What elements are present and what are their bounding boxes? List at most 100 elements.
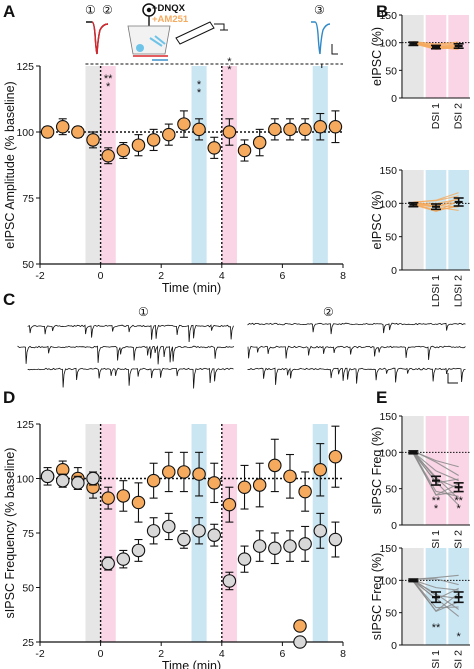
panel-label-b: B	[376, 2, 388, 21]
y-tick-label: 100	[16, 474, 34, 486]
x-tick-label: 6	[279, 648, 285, 660]
trace-scale-bar	[331, 44, 338, 55]
panel-label-c: C	[3, 290, 15, 309]
cell-trace	[413, 579, 459, 591]
data-point	[313, 463, 328, 477]
trace-scale-bar-c	[447, 373, 458, 384]
significance-star: *	[434, 503, 439, 515]
significance-star: *	[227, 64, 232, 76]
stim-marker-3-header: ③	[314, 3, 325, 17]
shaded-band-grey_band	[85, 424, 101, 642]
bar-band	[425, 15, 447, 98]
trace-marker-2: ②	[323, 305, 334, 319]
data-point	[283, 469, 297, 484]
y-tick-label: 150	[379, 411, 397, 423]
x-tick-label: 8	[340, 648, 346, 660]
sipsc-trace	[247, 322, 466, 335]
significance-star: *	[457, 631, 462, 643]
cell-trace	[413, 450, 459, 476]
slice-chamber-icon	[127, 25, 171, 55]
data-point	[268, 458, 282, 473]
y-tick-label: 50	[385, 65, 397, 77]
axon-icon	[149, 35, 166, 47]
data-point	[252, 539, 267, 553]
eipsc-trace-dsi	[91, 21, 109, 55]
data-point	[328, 119, 343, 134]
data-point	[222, 497, 237, 512]
data-point	[162, 465, 176, 479]
y-tick-label: 0	[391, 640, 397, 652]
data-point	[222, 574, 237, 588]
significance-star: **	[432, 622, 441, 634]
data-point	[192, 122, 206, 137]
y-tick-label: 0	[391, 265, 397, 277]
plot-a: 50 75 100 125 -2 0 2 4 6 8 Time (min) eIPSC Amplitu…	[3, 61, 346, 295]
data-point	[192, 467, 206, 481]
data-point	[86, 133, 100, 147]
significance-star: *	[197, 87, 202, 99]
shaded-band-pink	[221, 424, 237, 642]
data-point	[146, 524, 161, 538]
significance-star: *	[106, 81, 111, 93]
plot-layer: 50 75 100 125 -2 0 2 4 6 8 Time (min) eIPSC Amplitu…	[3, 10, 470, 669]
data-point	[328, 449, 343, 464]
shaded-band-grey_band	[85, 66, 101, 264]
x-tick-label: -2	[35, 648, 44, 660]
y-tick-label: 75	[22, 193, 34, 205]
data-point	[116, 143, 131, 158]
y-axis-label: eIPSC (%)	[370, 190, 384, 249]
significance-star: **	[104, 73, 113, 85]
sipsc-trace-group	[17, 322, 466, 389]
drug-label-am251: +AM251	[152, 14, 189, 25]
cell-trace	[412, 452, 459, 496]
y-tick-label: 100	[16, 127, 34, 139]
y-axis-label: sIPSC Freq (%)	[370, 427, 384, 515]
data-point	[283, 539, 297, 553]
bar-band	[403, 170, 424, 270]
patch-pipette-icon	[175, 21, 215, 45]
x-tick-label: 4	[219, 648, 225, 660]
data-point	[237, 552, 252, 566]
cell-trace	[412, 580, 460, 612]
x-tick-label: 2	[158, 270, 164, 282]
y-tick-label: 50	[385, 484, 397, 496]
y-tick-label: 100	[379, 447, 397, 459]
sipsc-trace	[247, 345, 466, 360]
panel-label-a: A	[3, 2, 15, 21]
bar-band	[448, 170, 469, 270]
stimulator-icon-core	[146, 7, 152, 13]
legend-marker-grey	[293, 635, 307, 649]
significance-star: **	[432, 495, 441, 507]
cell-trace	[413, 200, 459, 212]
y-tick-label: 125	[16, 61, 34, 73]
trace-marker-1: ①	[138, 305, 149, 319]
legend-d	[293, 619, 307, 649]
x-category-label: LDSI 2	[453, 275, 465, 307]
data-point	[298, 122, 312, 137]
cell-body-icon	[136, 44, 144, 52]
data-point	[252, 135, 267, 150]
cell-trace	[413, 195, 459, 203]
shaded-band-pink	[100, 66, 116, 264]
stim-marker-2-header: ②	[102, 3, 113, 17]
data-point	[313, 119, 328, 134]
x-category-label: DSI 1	[430, 103, 442, 129]
y-axis-label: sIPSC Frequency (% baseline)	[3, 448, 17, 619]
data-point	[162, 519, 176, 534]
x-tick-label: -2	[35, 270, 44, 282]
x-tick-label: 2	[158, 648, 164, 660]
y-tick-label: 100	[379, 198, 397, 210]
eipsc-trace-ldsi	[311, 21, 331, 55]
x-tick-label: 4	[219, 270, 225, 282]
drug-label-dnqx: +DNQX	[152, 3, 186, 14]
panel-label-e: E	[376, 388, 387, 407]
bar-band	[403, 15, 424, 98]
stim-marker-1-header: ①	[85, 3, 96, 17]
data-point	[131, 543, 146, 558]
data-point	[116, 489, 131, 503]
data-point	[131, 495, 146, 510]
y-tick-label: 150	[379, 10, 397, 22]
bar-band	[448, 416, 469, 525]
y-tick-label: 50	[385, 232, 397, 244]
